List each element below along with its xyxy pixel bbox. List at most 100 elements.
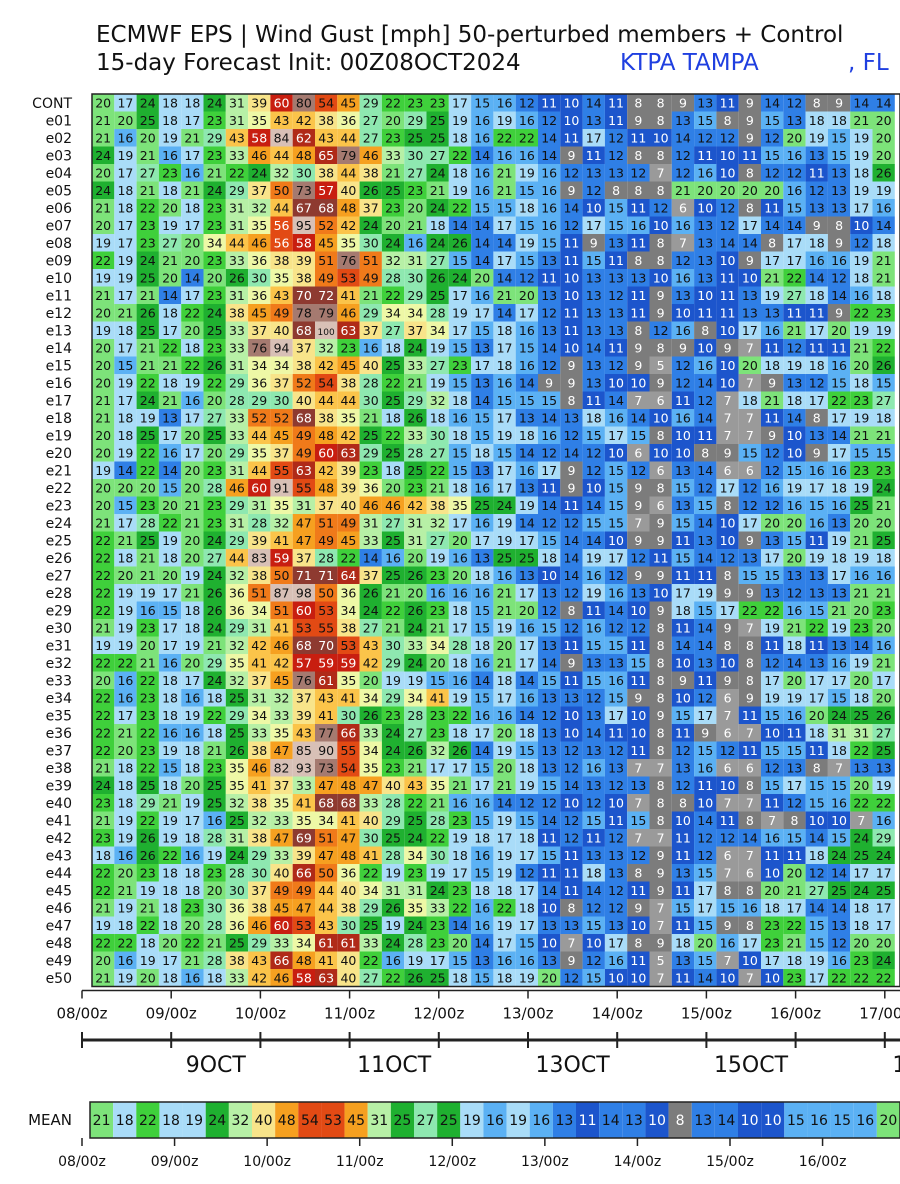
mean-label: MEAN xyxy=(28,1111,72,1129)
cell-value: 16 xyxy=(519,953,535,968)
cell-value: 19 xyxy=(853,130,869,145)
cell-value: 15 xyxy=(586,813,602,828)
cell-value: 45 xyxy=(340,533,356,548)
cell-value: 52 xyxy=(318,218,334,233)
cell-value: 20 xyxy=(853,603,869,618)
cell-value: 26 xyxy=(407,410,423,425)
cell-value: 13 xyxy=(563,410,579,425)
cell-value: 45 xyxy=(340,95,356,110)
cell-value: 17 xyxy=(876,900,892,915)
cell-value: 18 xyxy=(162,865,178,880)
heatmap-cell xyxy=(805,146,828,164)
heatmap-cell xyxy=(471,234,494,252)
cell-value: 17 xyxy=(831,673,847,688)
cell-value: 17 xyxy=(876,918,892,933)
member-label: CONT xyxy=(32,96,72,112)
cell-value: 60 xyxy=(296,603,312,618)
cell-value: 20 xyxy=(876,620,892,635)
heatmap-cell xyxy=(92,304,115,322)
cell-value: 29 xyxy=(229,498,245,513)
cell-value: 23 xyxy=(853,393,869,408)
cell-value: 31 xyxy=(251,498,267,513)
cell-value: 38 xyxy=(229,953,245,968)
cell-value: 45 xyxy=(274,428,290,443)
cell-value: 10 xyxy=(764,725,780,740)
cell-value: 29 xyxy=(363,900,379,915)
cell-value: 98 xyxy=(296,585,312,600)
cell-value: 12 xyxy=(764,445,780,460)
heatmap-cell xyxy=(426,199,449,217)
cell-value: 42 xyxy=(251,970,267,985)
heatmap-cell xyxy=(761,164,784,182)
cell-value: 17 xyxy=(162,638,178,653)
heatmap-cell xyxy=(136,181,159,199)
heatmap-cell xyxy=(515,146,538,164)
cell-value: 23 xyxy=(876,603,892,618)
cell-value: 21 xyxy=(184,130,200,145)
cell-value: 15 xyxy=(162,603,178,618)
cell-value: 12 xyxy=(786,165,802,180)
cell-value: 53 xyxy=(296,918,312,933)
heatmap-cell xyxy=(315,94,338,112)
cell-value: 8 xyxy=(768,235,776,250)
cell-value: 15 xyxy=(519,218,535,233)
mean-value: 27 xyxy=(417,1113,435,1129)
cell-value: 20 xyxy=(519,603,535,618)
cell-value: 12 xyxy=(630,165,646,180)
cell-value: 13 xyxy=(608,655,624,670)
cell-value: 22 xyxy=(452,900,468,915)
cell-value: 20 xyxy=(697,935,713,950)
date-label: 15OCT xyxy=(714,1053,789,1078)
cell-value: 22 xyxy=(452,148,468,163)
cell-value: 20 xyxy=(95,218,111,233)
time-tick-label: 08/00z xyxy=(56,1005,107,1023)
heatmap-cell xyxy=(92,269,115,287)
cell-value: 15 xyxy=(519,253,535,268)
cell-value: 10 xyxy=(653,445,669,460)
heatmap-cell xyxy=(181,146,204,164)
cell-value: 26 xyxy=(407,970,423,985)
heatmap-cell xyxy=(649,269,672,287)
cell-value: 26 xyxy=(363,708,379,723)
cell-value: 6 xyxy=(724,690,732,705)
cell-value: 15 xyxy=(474,410,490,425)
cell-value: 16 xyxy=(385,953,401,968)
cell-value: 17 xyxy=(497,218,513,233)
cell-value: 17 xyxy=(162,428,178,443)
cell-value: 8 xyxy=(657,148,665,163)
cell-value: 12 xyxy=(630,620,646,635)
cell-value: 35 xyxy=(274,270,290,285)
cell-value: 34 xyxy=(430,323,446,338)
cell-value: 14 xyxy=(452,218,468,233)
cell-value: 45 xyxy=(340,358,356,373)
cell-value: 41 xyxy=(340,288,356,303)
cell-value: 31 xyxy=(407,883,423,898)
cell-value: 12 xyxy=(586,953,602,968)
heatmap-cell xyxy=(136,269,159,287)
cell-value: 20 xyxy=(207,445,223,460)
cell-value: 7 xyxy=(724,795,732,810)
cell-value: 14 xyxy=(697,620,713,635)
cell-value: 36 xyxy=(251,288,267,303)
cell-value: 25 xyxy=(430,113,446,128)
cell-value: 29 xyxy=(407,393,423,408)
cell-value: 8 xyxy=(567,900,575,915)
cell-value: 18 xyxy=(184,743,200,758)
cell-value: 19 xyxy=(117,603,133,618)
cell-value: 31 xyxy=(853,725,869,740)
heatmap-cell xyxy=(270,129,293,147)
mean-value: 14 xyxy=(602,1113,620,1129)
cell-value: 46 xyxy=(274,638,290,653)
cell-value: 11 xyxy=(563,498,579,513)
mean-value: 16 xyxy=(486,1113,504,1129)
cell-value: 29 xyxy=(407,113,423,128)
cell-value: 22 xyxy=(140,463,156,478)
cell-value: 10 xyxy=(630,918,646,933)
cell-value: 28 xyxy=(207,830,223,845)
cell-value: 61 xyxy=(340,935,356,950)
heatmap-cell xyxy=(203,181,226,199)
cell-value: 53 xyxy=(318,603,334,618)
cell-value: 6 xyxy=(657,393,665,408)
cell-value: 38 xyxy=(251,830,267,845)
cell-value: 15 xyxy=(519,340,535,355)
